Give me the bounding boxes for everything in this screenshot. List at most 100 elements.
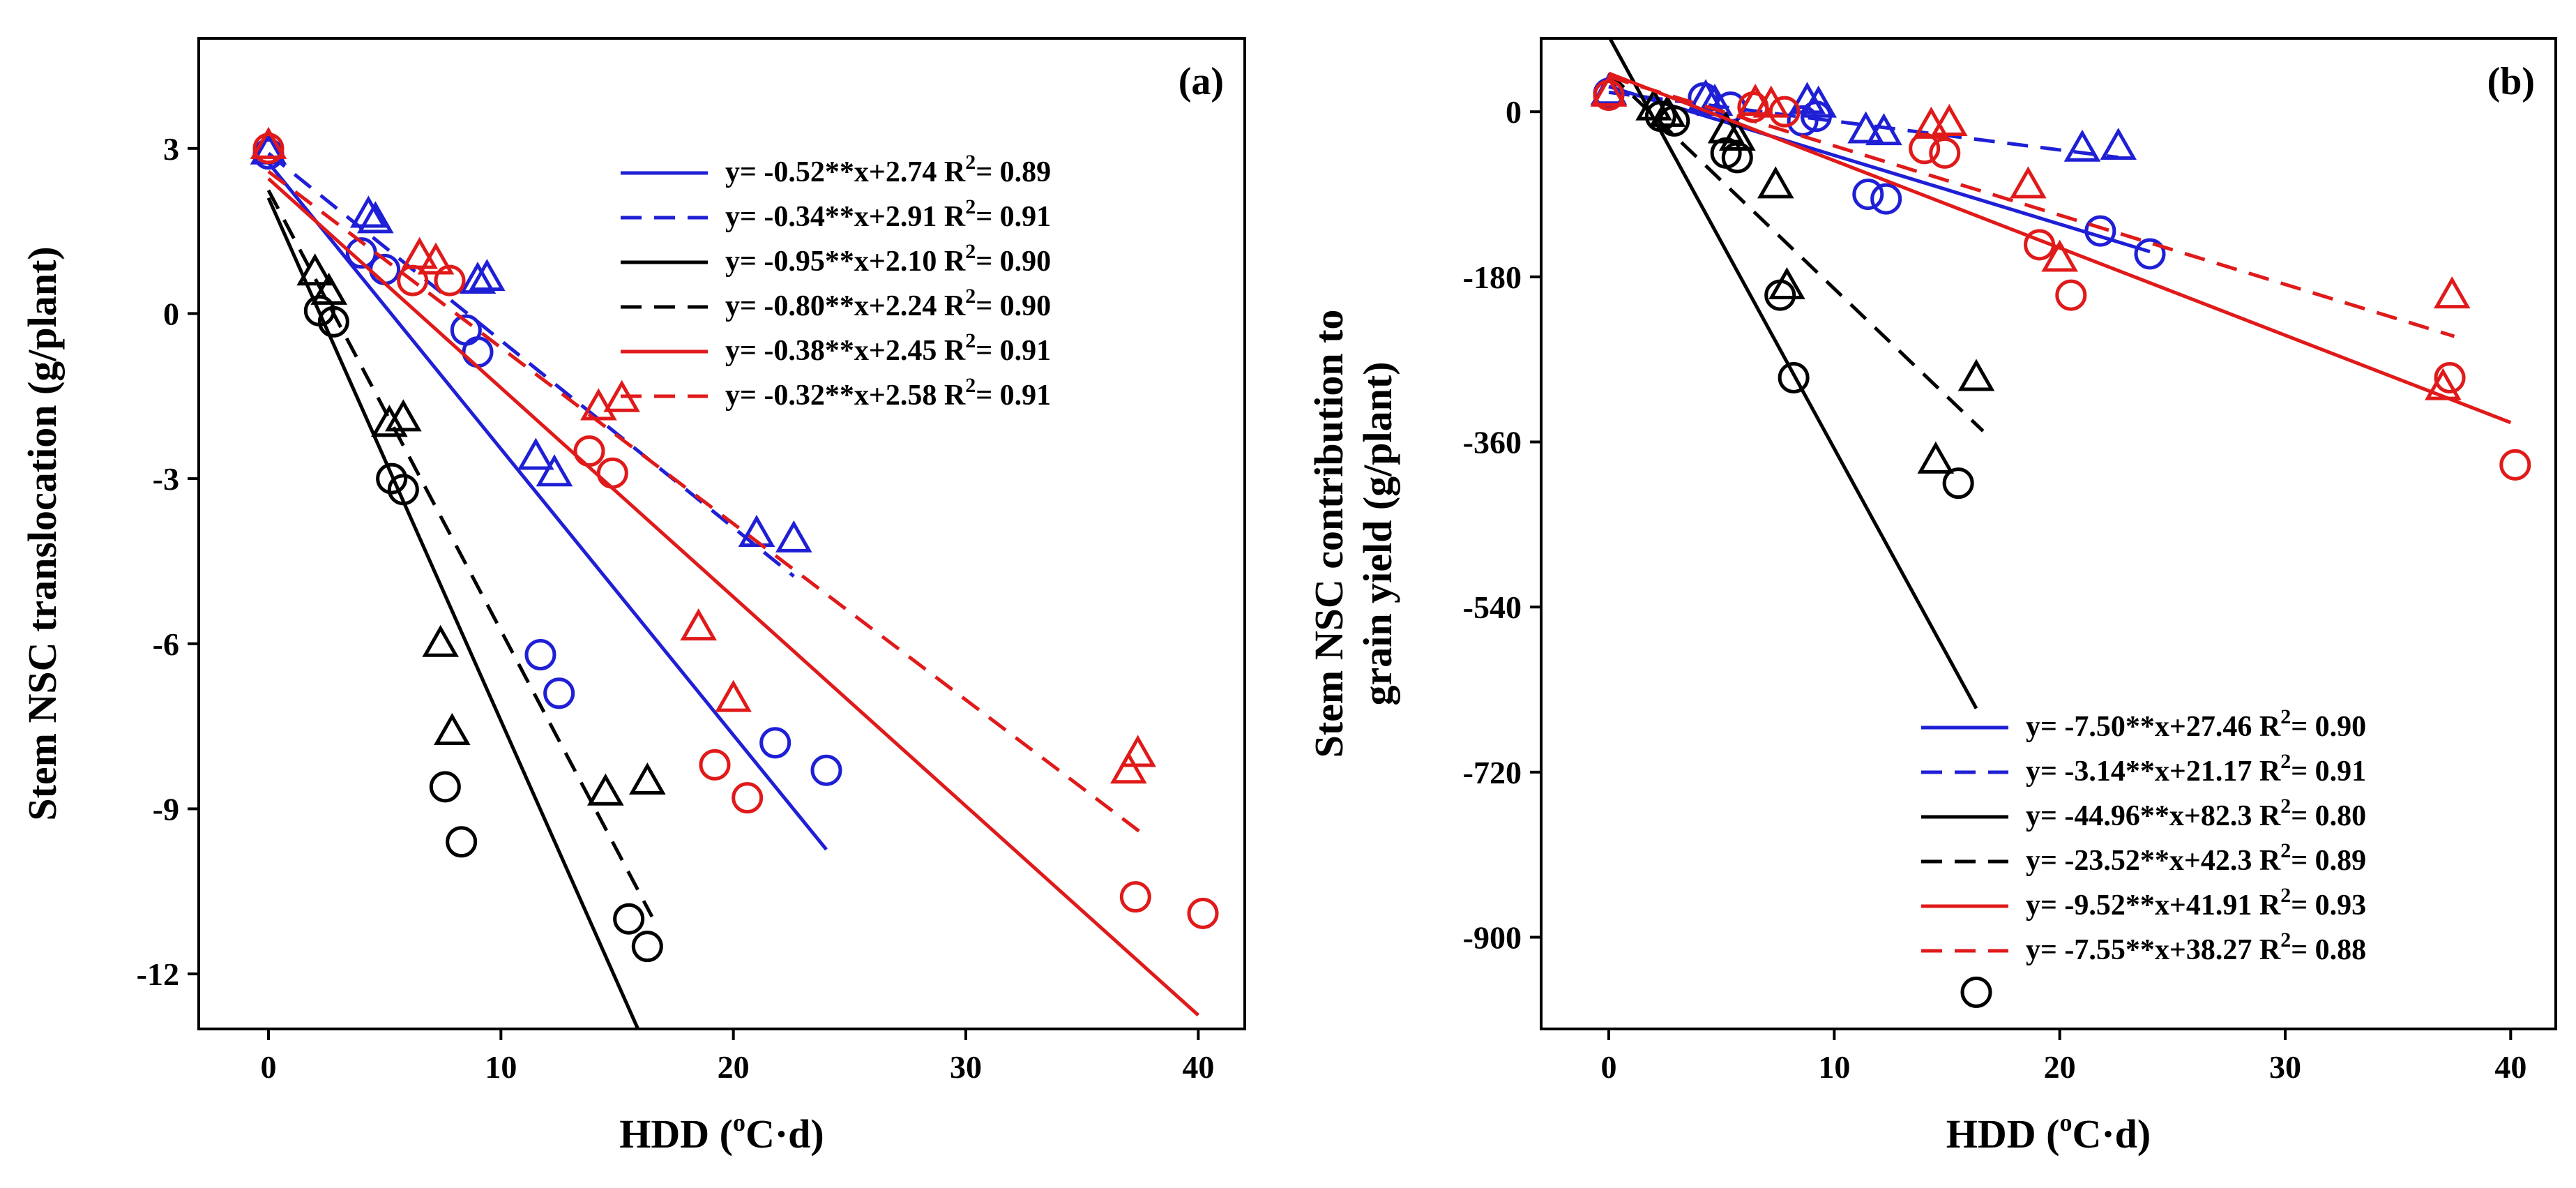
data-point-triangle [1590,74,1628,107]
regression-line [1608,84,2151,254]
data-point-triangle [1768,266,1805,299]
data-point-circle [317,306,349,338]
data-point-circle [759,727,791,759]
y-tick-label: -180 [1463,260,1522,295]
legend-entry: y= -7.55**x+38.27 R2= 0.88 [2026,928,2366,966]
data-point-triangle [1800,85,1838,118]
regression-line [267,170,1142,834]
legend-entry: y= -0.32**x+2.58 R2= 0.91 [725,374,1051,412]
data-point-triangle [401,236,438,269]
x-tick-label: 10 [1818,1049,1850,1085]
data-point-triangle [469,259,506,292]
data-point-circle [1870,183,1902,215]
data-point-triangle [1752,85,1790,118]
legend-entry: y= -44.96**x+82.3 R2= 0.80 [2026,795,2366,832]
legend-superscript: 2 [2280,928,2291,952]
series-black-triangle [1607,71,1995,474]
data-point-triangle [1917,441,1955,474]
y-axis-title-line1: Stem NSC contribution to [1306,310,1351,758]
regression-line [267,151,795,578]
x-tick-label: 20 [718,1049,750,1085]
plot-frame [1540,37,2557,1030]
y-tick-label: -900 [1463,920,1522,956]
data-point-circle [1942,467,1974,499]
data-point-triangle [459,262,497,294]
data-point-triangle [2041,239,2078,272]
regression-line [1607,71,1985,433]
data-point-triangle [2010,166,2047,199]
regression-line [1608,71,2512,425]
data-point-circle [1187,897,1219,929]
y-tick-label: -9 [153,791,179,827]
data-point-triangle [2425,368,2462,400]
legend-superscript: 2 [2280,884,2291,907]
series-red-triangle [250,126,1156,834]
regression-line [267,161,828,851]
data-point-triangle [310,272,347,305]
data-point-circle [376,463,408,495]
series-red-circle [1593,71,2531,481]
data-point-triangle [680,608,717,641]
x-tick-label: 30 [950,1049,982,1085]
legend-superscript: 2 [965,374,976,397]
data-point-triangle [357,201,394,234]
y-axis-title-line2: grain yield (g/plant) [1355,361,1400,705]
data-point-triangle [1649,94,1686,127]
data-point-circle [446,826,478,858]
legend-superscript: 2 [2280,750,2291,773]
x-tick-label: 10 [485,1049,517,1085]
legend: y= -7.50**x+27.46 R2= 0.90 y= -3.14**x+21… [1921,705,2366,966]
data-point-triangle [434,712,471,745]
data-point-triangle [1110,751,1147,784]
legend-superscript: 2 [2280,839,2291,862]
x-tick-label: 30 [2269,1049,2301,1085]
data-point-triangle [296,253,333,286]
legend-superscript: 2 [965,151,976,174]
regression-line [266,197,640,1029]
chart-panel-b: 0 10 20 30 40 0 -180 -360 -540 -720 -900 HDD (oC·d)… [1306,37,2557,1157]
legend-entry: y= -3.14**x+21.17 R2= 0.91 [2026,750,2366,788]
data-point-triangle [587,773,624,806]
data-point-triangle [775,520,812,552]
data-point-circle [429,771,461,803]
data-point-triangle [1757,166,1794,199]
legend-superscript: 2 [965,195,976,218]
legend-entry: y= -0.52**x+2.74 R2= 0.89 [725,151,1051,188]
data-point-circle [2134,238,2166,270]
data-point-circle [2055,279,2087,311]
y-tick-label: -12 [137,956,179,992]
data-point-circle [434,264,466,296]
data-point-circle [1960,976,1992,1008]
data-point-triangle [350,195,387,228]
x-axis-title-superscript: o [733,1108,745,1136]
data-point-triangle [580,388,617,421]
y-tick-label: -3 [153,461,179,497]
panel-label: (b) [2487,60,2535,103]
regression-line [1608,75,2455,338]
regression-line [1607,38,1978,709]
data-point-triangle [536,454,573,487]
legend-entry: y= -7.50**x+27.46 R2= 0.90 [2026,705,2366,743]
y-tick-label: -6 [153,626,179,662]
data-point-circle [1721,142,1753,174]
x-axis-title-unit: C·d) [2072,1111,2151,1157]
data-point-circle [596,457,628,489]
data-point-triangle [1119,735,1156,767]
data-point-triangle [422,624,459,657]
data-point-triangle [517,437,554,470]
data-point-circle [613,903,645,935]
series-red-triangle [1590,74,2471,400]
x-axis-title-main: HDD ( [1946,1111,2060,1157]
y-axis-title: Stem NSC translocation (g/plant) [20,246,65,820]
data-point-triangle [250,126,287,159]
x-axis-title: HDD (oC·d) [1946,1108,2151,1157]
legend-superscript: 2 [965,329,976,352]
data-point-circle [1778,361,1810,393]
legend-entry: y= -0.80**x+2.24 R2= 0.90 [725,285,1051,322]
data-point-circle [2084,215,2116,247]
data-point-circle [252,133,285,165]
regression-line [266,189,654,918]
series-black-circle [266,197,663,1029]
